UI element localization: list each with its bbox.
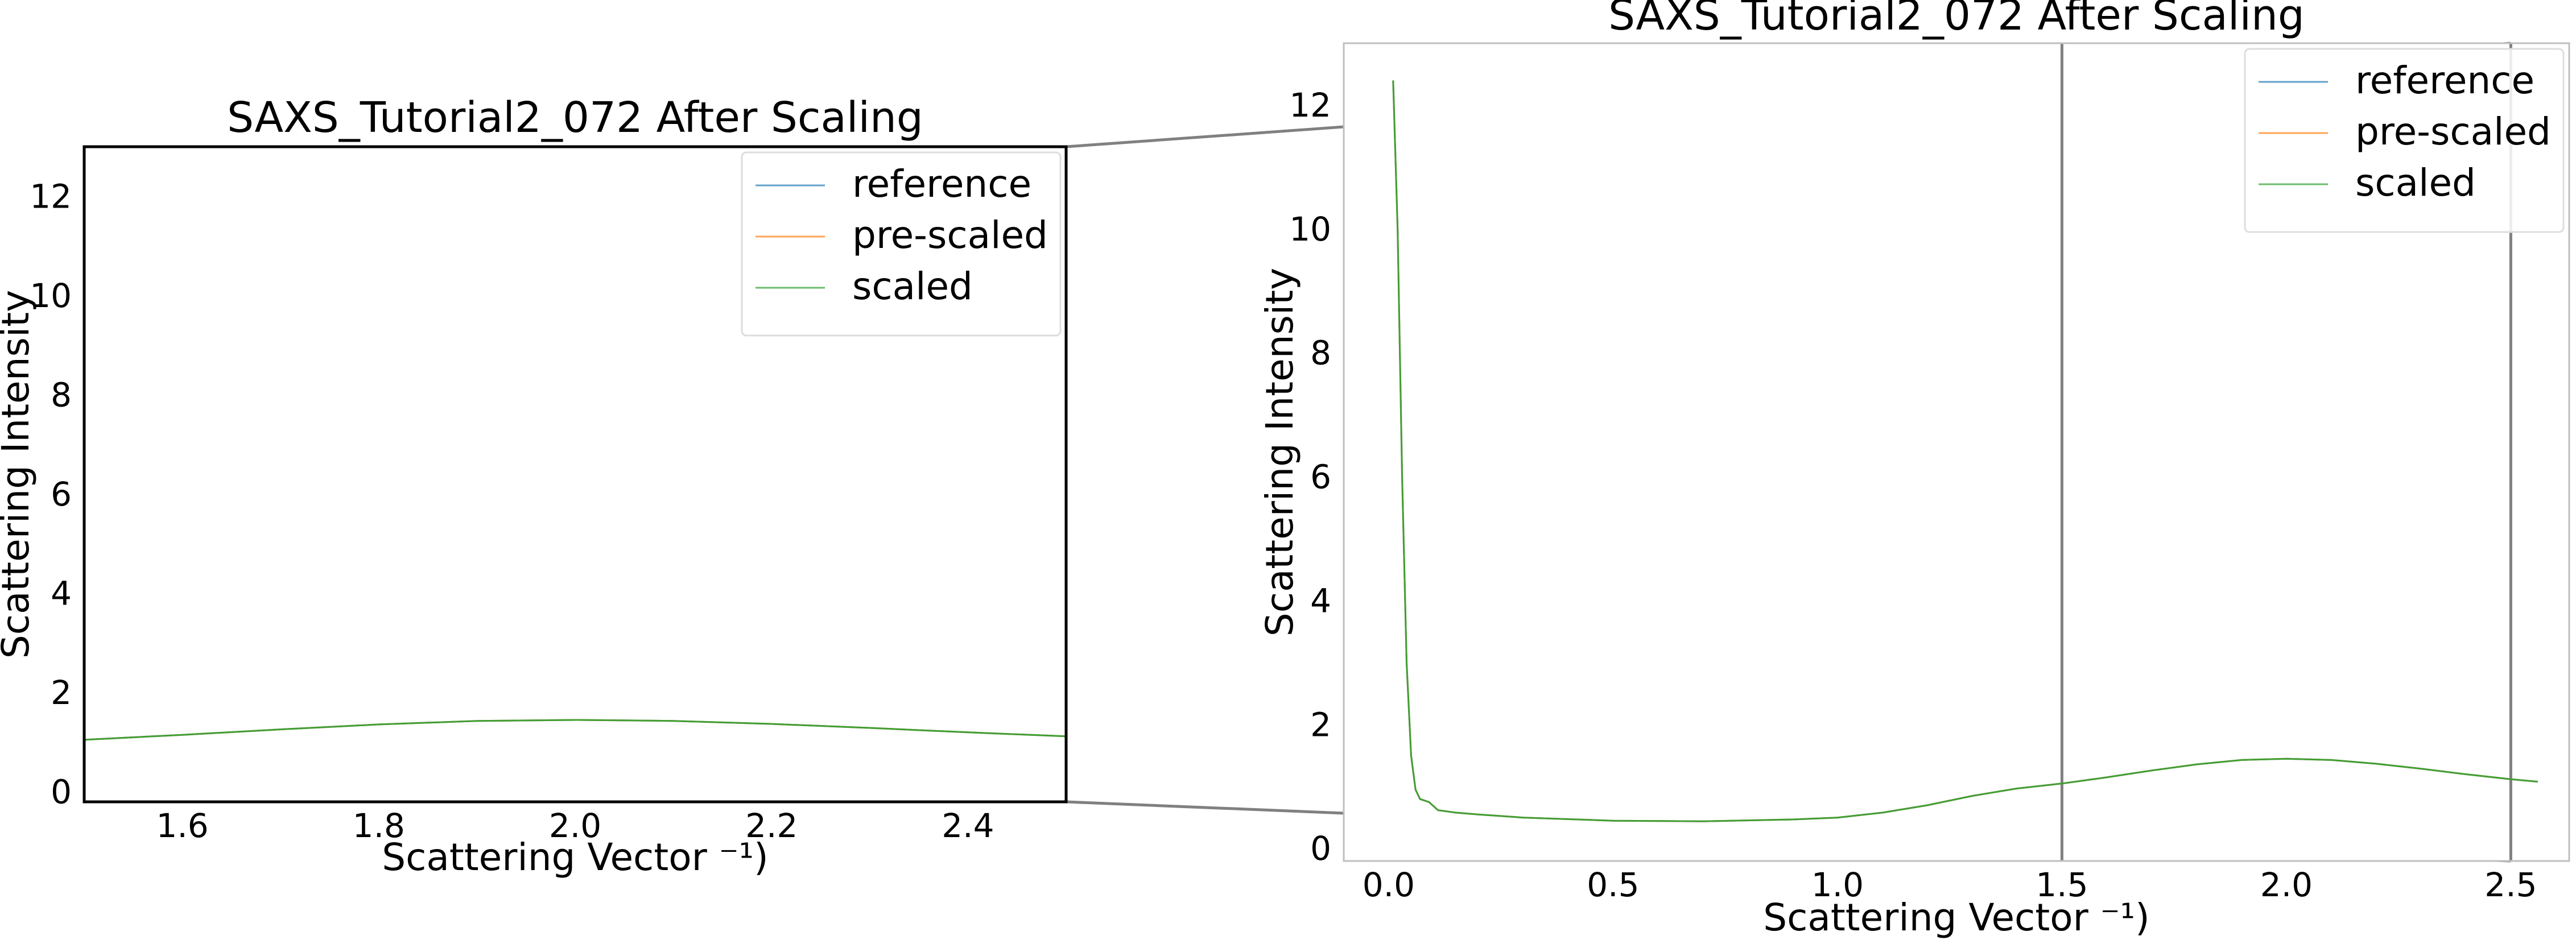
- zoomed-inset-chart: 1.6 1.8 2.0 2.2 2.4 0 2 4 6 8 10 12 SAXS_Tutorial2_0…: [0, 93, 1068, 879]
- legend-label-pre-scaled: pre-scaled: [852, 213, 1048, 257]
- legend-label-reference: reference: [852, 162, 1031, 206]
- y-tick-label: 2: [1310, 705, 1331, 744]
- series-lines: [1392, 80, 2538, 822]
- y-tick-label: 6: [1310, 458, 1331, 496]
- y-tick-label: 10: [30, 276, 72, 315]
- legend-box: [2244, 48, 2565, 233]
- series-line-scaled: [1392, 80, 2538, 822]
- legend-label-pre-scaled: pre-scaled: [2355, 110, 2551, 154]
- y-tick-label: 6: [51, 475, 72, 514]
- y-tick-label: 8: [1310, 334, 1331, 372]
- plot-frame: [82, 145, 1068, 804]
- legend-label-scaled: scaled: [2355, 161, 2476, 205]
- x-tick-label: 0.0: [1363, 866, 1415, 904]
- chart-title: SAXS_Tutorial2_072 After Scaling: [1608, 0, 2305, 40]
- legend-box: [741, 151, 1062, 337]
- x-tick-label: 2.4: [942, 806, 994, 845]
- y-tick-label: 0: [51, 773, 72, 811]
- y-tick-label: 8: [51, 375, 72, 414]
- plot-frame: [1343, 42, 2570, 862]
- x-tick-label: 2.2: [745, 806, 798, 845]
- chart-title: SAXS_Tutorial2_072 After Scaling: [227, 93, 923, 142]
- legend-label-reference: reference: [2355, 59, 2534, 102]
- series-line-scaled: [84, 719, 1066, 741]
- x-tick-label: 1.0: [1811, 866, 1864, 904]
- y-axis-label: Scattering Intensity: [0, 290, 38, 659]
- x-tick-label: 1.6: [156, 806, 208, 845]
- legend: reference pre-scaled scaled: [741, 151, 1062, 337]
- y-tick-label: 10: [1289, 210, 1331, 249]
- full-range-chart: 0.0 0.5 1.0 1.5 2.0 2.5 0 2 4 6 8 10 12 SAXS_Tutorial…: [1258, 0, 2570, 939]
- x-tick-label: 2.0: [549, 806, 601, 845]
- x-tick-label: 1.8: [353, 806, 405, 845]
- legend: reference pre-scaled scaled: [2244, 48, 2565, 233]
- y-tick-label: 12: [30, 177, 72, 216]
- legend-label-scaled: scaled: [852, 264, 973, 308]
- y-axis-label: Scattering Intensity: [1258, 268, 1302, 636]
- x-tick-label: 2.0: [2260, 866, 2313, 904]
- y-tick-label: 4: [51, 574, 72, 612]
- x-tick-label: 0.5: [1587, 866, 1639, 904]
- y-tick-label: 2: [51, 673, 72, 712]
- y-tick-label: 4: [1310, 581, 1331, 620]
- x-tick-label: 2.5: [2484, 866, 2537, 904]
- y-tick-label: 0: [1310, 829, 1331, 868]
- x-axis-label: Scattering Vector ⁻¹): [1763, 896, 2150, 939]
- series-lines: [84, 719, 1066, 741]
- y-tick-label: 12: [1289, 86, 1331, 125]
- x-tick-label: 1.5: [2036, 866, 2088, 904]
- x-axis-label: Scattering Vector ⁻¹): [382, 835, 769, 879]
